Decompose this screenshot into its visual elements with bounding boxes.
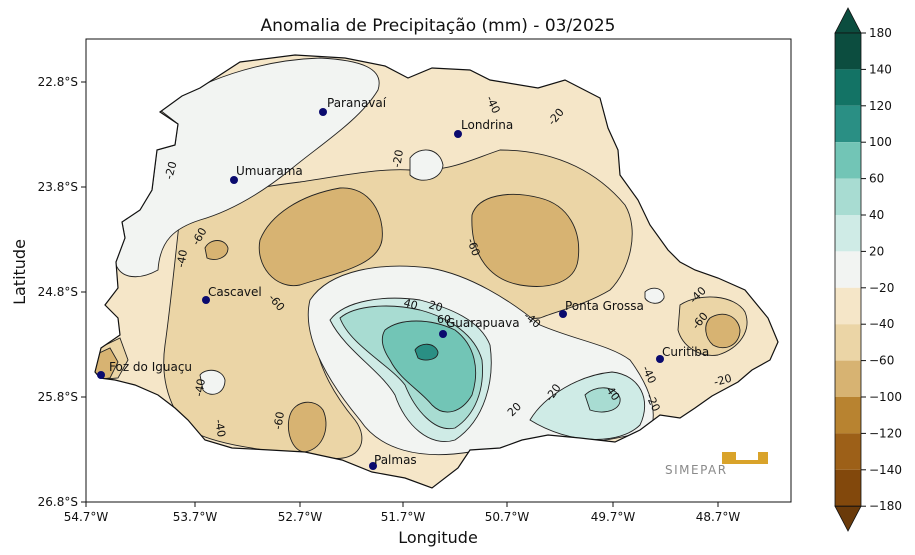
city-label-ponta-grossa: Ponta Grossa xyxy=(565,299,644,313)
city-marker-foz-do-iguacu xyxy=(97,371,105,379)
y-axis-title: Latitude xyxy=(10,239,29,305)
colorbar-tick-label: −120 xyxy=(869,426,902,440)
colorbar-tick-label: 40 xyxy=(869,208,884,222)
city-markers: Paranavaí Londrina Umuarama Cascavel Pon… xyxy=(97,96,709,470)
colorbar-bin xyxy=(835,287,861,325)
colorbar-tick-label: 20 xyxy=(869,244,884,258)
colorbar-bin xyxy=(835,178,861,215)
x-tick-label: 52.7°W xyxy=(278,510,323,524)
y-tick-label: 26.8°S xyxy=(38,495,78,509)
chart-title: Anomalia de Precipitação (mm) - 03/2025 xyxy=(261,16,616,36)
y-axis: 22.8°S 23.8°S 24.8°S 25.8°S 26.8°S Latit… xyxy=(10,75,86,509)
colorbar-tick-label: −20 xyxy=(869,281,894,295)
contour-label: -40 xyxy=(192,378,208,398)
colorbar-tick-label: 100 xyxy=(869,135,892,149)
contour-label: -20 xyxy=(162,160,179,181)
contour-label: 40 xyxy=(402,296,419,312)
colorbar-bin xyxy=(835,360,861,397)
colorbar-tick-label: 140 xyxy=(869,62,892,76)
colorbar-bin xyxy=(835,469,861,507)
contour-label: -40 xyxy=(212,418,228,438)
city-marker-londrina xyxy=(454,130,462,138)
city-marker-umuarama xyxy=(230,176,238,184)
city-marker-guarapuava xyxy=(439,330,447,338)
colorbar: 180 140 120 100 60 40 20 −20 −40 −60 −10… xyxy=(834,7,902,532)
colorbar-tick-label: 60 xyxy=(869,172,884,186)
x-tick-label: 48.7°W xyxy=(696,510,741,524)
city-marker-ponta-grossa xyxy=(559,310,567,318)
colorbar-bin xyxy=(835,433,861,470)
city-label-curitiba: Curitiba xyxy=(662,345,709,359)
city-label-londrina: Londrina xyxy=(461,118,513,132)
contour-label: 60 xyxy=(437,313,451,326)
colorbar-tick-label: 180 xyxy=(869,26,892,40)
colorbar-tick-label: 120 xyxy=(869,99,892,113)
city-label-paranavai: Paranavaí xyxy=(327,96,387,110)
contour-label: 20 xyxy=(427,298,444,314)
colorbar-bin xyxy=(835,324,861,361)
colorbar-extend-top xyxy=(834,7,862,34)
contour-label: -20 xyxy=(712,372,733,389)
colorbar-bin xyxy=(835,251,861,288)
colorbar-bin xyxy=(835,142,861,179)
city-marker-palmas xyxy=(369,462,377,470)
city-label-foz-do-iguacu: Foz do Iguaçu xyxy=(109,360,192,374)
city-label-guarapuava: Guarapuava xyxy=(446,316,520,330)
y-tick-label: 24.8°S xyxy=(38,285,78,299)
city-marker-paranavai xyxy=(319,108,327,116)
y-tick-label: 25.8°S xyxy=(38,390,78,404)
colorbar-tick-label: −180 xyxy=(869,499,902,513)
colorbar-bin xyxy=(835,105,861,143)
colorbar-bin xyxy=(835,397,861,434)
contour-label: -60 xyxy=(271,411,287,431)
colorbar-tick-label: −140 xyxy=(869,463,902,477)
city-marker-curitiba xyxy=(656,355,664,363)
state-outline xyxy=(94,54,779,489)
x-tick-label: 54.7°W xyxy=(64,510,109,524)
x-axis-title: Longitude xyxy=(398,528,478,547)
x-tick-label: 53.7°W xyxy=(173,510,218,524)
colorbar-tick-label: −60 xyxy=(869,354,894,368)
y-tick-label: 22.8°S xyxy=(38,75,78,89)
x-tick-label: 51.7°W xyxy=(381,510,426,524)
contour-label: -60 xyxy=(464,237,482,258)
colorbar-bin xyxy=(835,33,861,70)
city-label-umuarama: Umuarama xyxy=(236,164,303,178)
colorbar-bin xyxy=(835,69,861,106)
city-label-cascavel: Cascavel xyxy=(208,285,262,299)
x-axis: 54.7°W 53.7°W 52.7°W 51.7°W 50.7°W 49.7°… xyxy=(64,502,741,547)
y-tick-label: 23.8°S xyxy=(38,180,78,194)
city-marker-cascavel xyxy=(202,296,210,304)
colorbar-tick-label: −100 xyxy=(869,390,902,404)
x-tick-label: 50.7°W xyxy=(485,510,530,524)
contour-label: -40 xyxy=(174,249,190,269)
colorbar-bin xyxy=(835,215,861,252)
simepar-logo: SIMEPAR xyxy=(665,452,768,477)
logo-text: SIMEPAR xyxy=(665,463,728,477)
city-label-palmas: Palmas xyxy=(374,453,417,467)
x-tick-label: 49.7°W xyxy=(591,510,636,524)
colorbar-tick-label: −40 xyxy=(869,317,894,331)
contour-label: -20 xyxy=(390,149,406,169)
colorbar-extend-bottom xyxy=(834,505,862,532)
